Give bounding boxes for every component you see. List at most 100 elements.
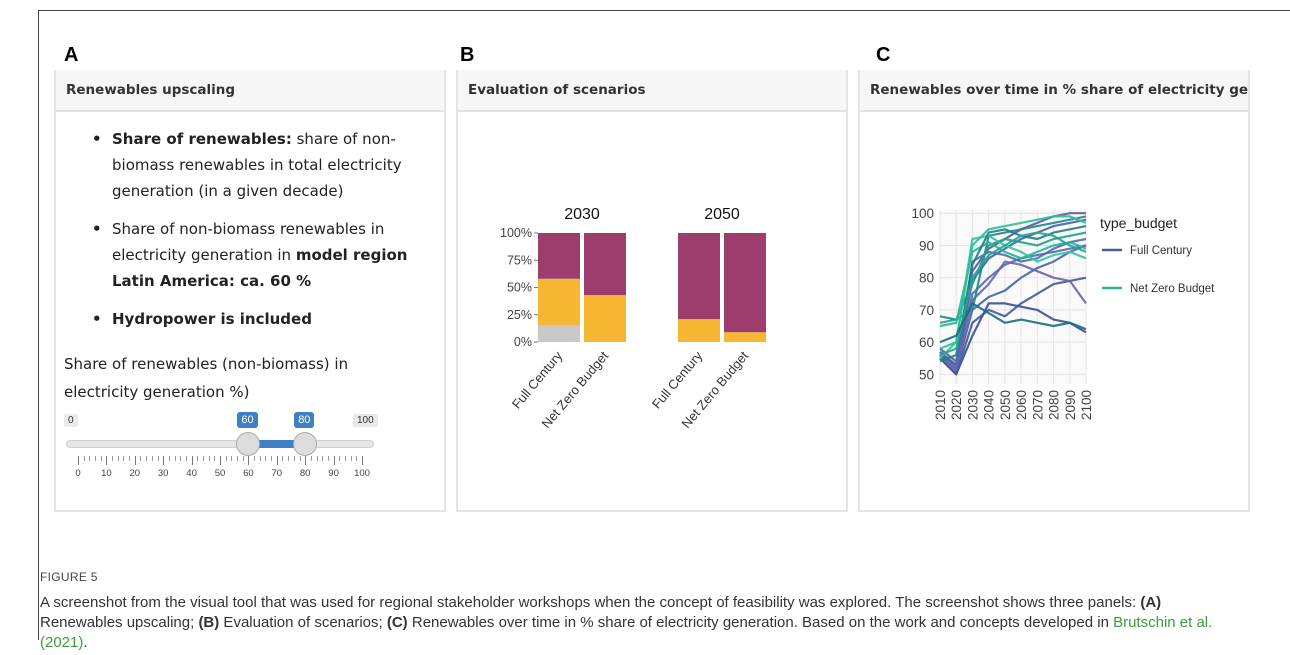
facet-label-2050: 2050 — [704, 206, 740, 223]
x-tick-label: 2080 — [1047, 390, 1062, 420]
x-tick-label: 2040 — [982, 390, 997, 420]
slider-minor-tick — [322, 456, 324, 461]
slider-max-label: 100 — [353, 414, 378, 427]
legend-label: Net Zero Budget — [1130, 283, 1215, 295]
panel-b-title: Evaluation of scenarios — [458, 70, 846, 112]
slider-minor-tick — [151, 456, 153, 461]
slider-major-tick — [248, 456, 250, 465]
slider-minor-tick — [339, 456, 341, 461]
slider-tick-label: 30 — [157, 468, 169, 479]
y-tick-label: 80 — [919, 271, 934, 286]
slider-minor-tick — [293, 456, 295, 461]
y-tick-label: 60 — [919, 335, 934, 350]
y-tick-label: 0% — [514, 335, 532, 349]
bar-segment — [724, 332, 766, 342]
facet-label-2030: 2030 — [564, 206, 600, 223]
series-line — [939, 302, 1087, 376]
panel-renewables-upscaling: Renewables upscaling Share of renewables… — [54, 70, 446, 512]
bar-segment — [584, 295, 626, 342]
panel-c-title: Renewables over time in % share of elect… — [860, 70, 1248, 112]
bullet-hydropower: Hydropower is included — [92, 306, 438, 332]
slider-major-tick — [362, 456, 363, 465]
slider-major-tick — [276, 456, 278, 465]
slider-minor-tick — [100, 456, 102, 461]
slider-tick-label: 40 — [186, 468, 197, 479]
slider-minor-tick — [316, 456, 318, 461]
slider-minor-tick — [202, 456, 204, 461]
slider-label: Share of renewables (non-biomass) in ele… — [64, 355, 349, 401]
slider-selected-range — [248, 440, 306, 448]
figure-frame-left — [38, 10, 39, 640]
x-tick-label: 2050 — [998, 390, 1013, 420]
slider-minor-tick — [123, 456, 125, 461]
citation-link[interactable]: Brutschin et al. (2021) — [40, 614, 1213, 651]
slider-major-tick — [333, 456, 335, 465]
slider-minor-tick — [83, 456, 85, 461]
slider-track[interactable] — [66, 440, 374, 448]
panel-letter-c: C — [876, 44, 891, 66]
slider-minor-tick — [208, 456, 210, 461]
panel-evaluation-of-scenarios: Evaluation of scenarios 100% 75% 50% 25% 0% 2… — [456, 70, 848, 512]
slider-minor-tick — [146, 456, 148, 461]
series-line — [939, 218, 1087, 366]
series-line — [939, 215, 1087, 350]
slider-minor-tick — [174, 456, 176, 461]
slider-minor-tick — [180, 456, 182, 461]
y-tick-label: 100% — [500, 226, 532, 240]
slider-minor-tick — [225, 456, 227, 461]
slider-minor-tick — [129, 456, 131, 461]
slider-minor-tick — [214, 456, 216, 461]
y-tick-label: 50 — [919, 367, 934, 382]
x-tick-label: 2060 — [1014, 390, 1029, 420]
slider-minor-tick — [231, 456, 233, 461]
slider-minor-tick — [237, 456, 239, 461]
slider-minor-tick — [356, 456, 358, 461]
bar-segment — [538, 233, 580, 279]
y-tick-label: 25% — [507, 308, 532, 322]
slider-minor-tick — [310, 456, 312, 461]
slider-tick-label: 90 — [328, 468, 339, 479]
slider-tick-label: 10 — [101, 468, 112, 479]
slider-low-handle[interactable] — [236, 432, 261, 456]
x-tick-label: 2020 — [949, 390, 964, 420]
slider-min-label: 0 — [64, 414, 78, 427]
line-chart: 100 90 80 70 60 50 2010 2020 2030 2040 2050 2060 207… — [911, 206, 1215, 420]
slider-high-value: 80 — [294, 412, 315, 428]
slider-tick-label: 0 — [75, 468, 81, 479]
slider-major-tick — [134, 456, 136, 465]
range-slider[interactable]: 0 100 60 80 0 10 20 30 40 50 60 70 80 90 100 — [56, 70, 448, 512]
bar-segment — [678, 233, 720, 320]
bar-segment — [584, 233, 626, 296]
bullet-share-of-renewables: Share of renewables: share of non-biomas… — [92, 126, 438, 204]
slider-major-tick — [305, 456, 307, 465]
slider-major-tick — [191, 456, 193, 465]
slider-minor-tick — [254, 456, 256, 461]
slider-minor-tick — [140, 456, 142, 461]
slider-minor-tick — [117, 456, 119, 461]
slider-tick-label: 50 — [214, 468, 226, 479]
bar-segment — [538, 278, 580, 326]
slider-major-tick — [163, 456, 165, 465]
x-tick-label: 2010 — [933, 390, 948, 420]
panel-letter-b: B — [460, 44, 475, 66]
x-tick-label: 2030 — [965, 390, 980, 420]
slider-minor-tick — [112, 456, 114, 461]
slider-minor-tick — [350, 456, 352, 461]
y-tick-label: 90 — [919, 238, 934, 253]
slider-major-tick — [78, 456, 79, 465]
slider-minor-tick — [344, 456, 346, 461]
slider-high-handle[interactable] — [293, 432, 318, 456]
slider-minor-tick — [89, 456, 91, 461]
slider-tick-label: 70 — [271, 468, 283, 479]
y-tick-label: 50% — [507, 281, 532, 295]
slider-tick-label: 100 — [354, 468, 370, 479]
panel-letter-a: A — [64, 44, 79, 66]
panel-a-title: Renewables upscaling — [56, 70, 444, 112]
x-tick-label: 2090 — [1063, 390, 1078, 420]
slider-minor-tick — [299, 456, 301, 461]
series-line — [939, 231, 1087, 357]
x-tick-label: 2100 — [1079, 390, 1094, 420]
y-tick-label: 100 — [911, 206, 934, 221]
slider-tick-label: 20 — [129, 468, 141, 479]
slider-minor-tick — [168, 456, 170, 461]
